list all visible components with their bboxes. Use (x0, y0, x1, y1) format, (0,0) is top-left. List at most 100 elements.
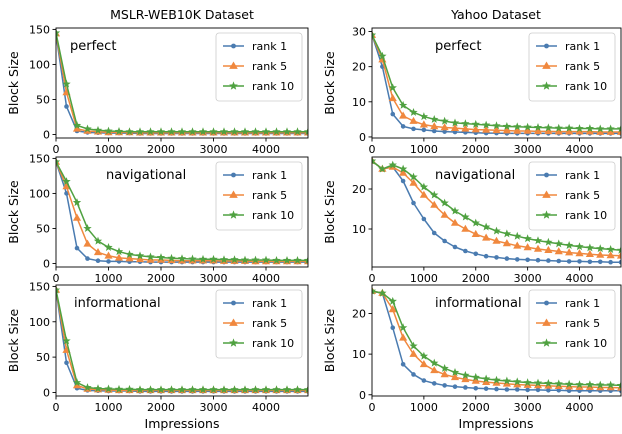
data-point (585, 124, 595, 133)
data-point (231, 172, 236, 178)
data-point (419, 190, 428, 198)
x-tick-label: 1000 (95, 401, 123, 414)
data-point (492, 121, 501, 130)
y-tick-label: 150 (29, 23, 50, 36)
data-point (514, 257, 520, 262)
data-point (542, 210, 551, 219)
y-axis-label: Block Size (322, 180, 337, 244)
legend-item: rank 1 (223, 169, 287, 182)
series-rank-10 (372, 157, 621, 254)
x-axis-label: Impressions (145, 416, 220, 431)
data-point (72, 120, 82, 129)
data-point (398, 164, 408, 173)
data-point (188, 127, 197, 136)
y-tick-label: 0 (43, 386, 50, 399)
data-point (430, 114, 439, 123)
y-tick-label: 0 (359, 389, 366, 402)
legend-box (528, 161, 616, 231)
chart-panel: 0 1000 2000 3000 4000 0 10 20 Block Size informat… (322, 284, 622, 414)
data-point (442, 129, 447, 134)
data-point (544, 127, 553, 135)
data-point (177, 385, 187, 394)
data-point (282, 255, 292, 264)
data-point (461, 370, 470, 379)
data-point (535, 257, 541, 263)
legend-label: rank 10 (565, 80, 607, 93)
data-point (104, 126, 113, 135)
data-point (230, 385, 239, 394)
data-point (64, 191, 69, 196)
x-tick-label: 4000 (252, 143, 280, 156)
data-point (566, 259, 572, 264)
data-point (64, 104, 69, 109)
data-point (502, 239, 511, 247)
data-point (461, 224, 470, 232)
data-point (219, 385, 229, 394)
data-point (251, 127, 260, 136)
data-point (293, 385, 302, 394)
data-point (104, 384, 113, 393)
data-point (125, 249, 134, 258)
data-point (616, 245, 621, 254)
legend-label: rank 5 (252, 60, 287, 73)
x-tick-label: 0 (369, 401, 376, 414)
legend-label: rank 5 (565, 189, 600, 202)
data-point (72, 378, 82, 387)
data-point (156, 253, 166, 262)
data-point (378, 51, 387, 60)
x-tick-label: 0 (369, 272, 376, 285)
legend-box (215, 161, 303, 231)
x-tick-label: 3000 (200, 272, 228, 285)
data-point (135, 251, 145, 260)
y-tick-label: 50 (36, 93, 50, 106)
data-point (430, 122, 439, 130)
plot-frame (371, 284, 622, 397)
data-point (596, 244, 605, 253)
data-point (114, 126, 124, 135)
x-tick-label: 1000 (95, 272, 123, 285)
data-point (95, 258, 101, 263)
data-point (411, 200, 416, 206)
legend-box (528, 32, 616, 102)
data-point (430, 200, 439, 208)
x-tick-label: 3000 (200, 143, 228, 156)
data-point (125, 254, 134, 262)
data-point (504, 256, 510, 261)
data-point (229, 210, 238, 219)
data-point (482, 377, 491, 385)
data-point (463, 385, 468, 390)
panel-annotation: perfect (435, 39, 481, 54)
legend: rank 1 rank 5 rank 10 (215, 32, 303, 102)
data-point (535, 387, 541, 393)
data-point (542, 190, 551, 198)
data-point (198, 127, 208, 136)
data-point (575, 124, 584, 133)
data-point (461, 375, 470, 383)
data-point (482, 233, 491, 241)
data-point (430, 358, 439, 367)
data-point (513, 380, 522, 388)
x-axis-label: Impressions (459, 416, 534, 431)
data-point (399, 111, 408, 119)
data-point (229, 81, 238, 90)
data-point (272, 255, 281, 264)
data-point (430, 366, 439, 374)
legend-label: rank 1 (565, 40, 600, 53)
data-point (419, 359, 428, 368)
data-point (471, 372, 480, 381)
data-point (399, 168, 408, 176)
data-point (481, 120, 491, 129)
data-point (492, 378, 501, 386)
data-point (544, 245, 553, 253)
data-point (85, 256, 90, 261)
y-axis-label: Block Size (6, 180, 21, 244)
data-point (544, 379, 553, 387)
data-point (461, 119, 470, 128)
data-point (523, 234, 532, 243)
x-tick-label: 4000 (252, 401, 280, 414)
data-point (83, 239, 92, 247)
data-point (585, 243, 595, 252)
data-point (421, 378, 427, 383)
x-tick-label: 2000 (147, 272, 175, 285)
data-point (282, 127, 292, 136)
